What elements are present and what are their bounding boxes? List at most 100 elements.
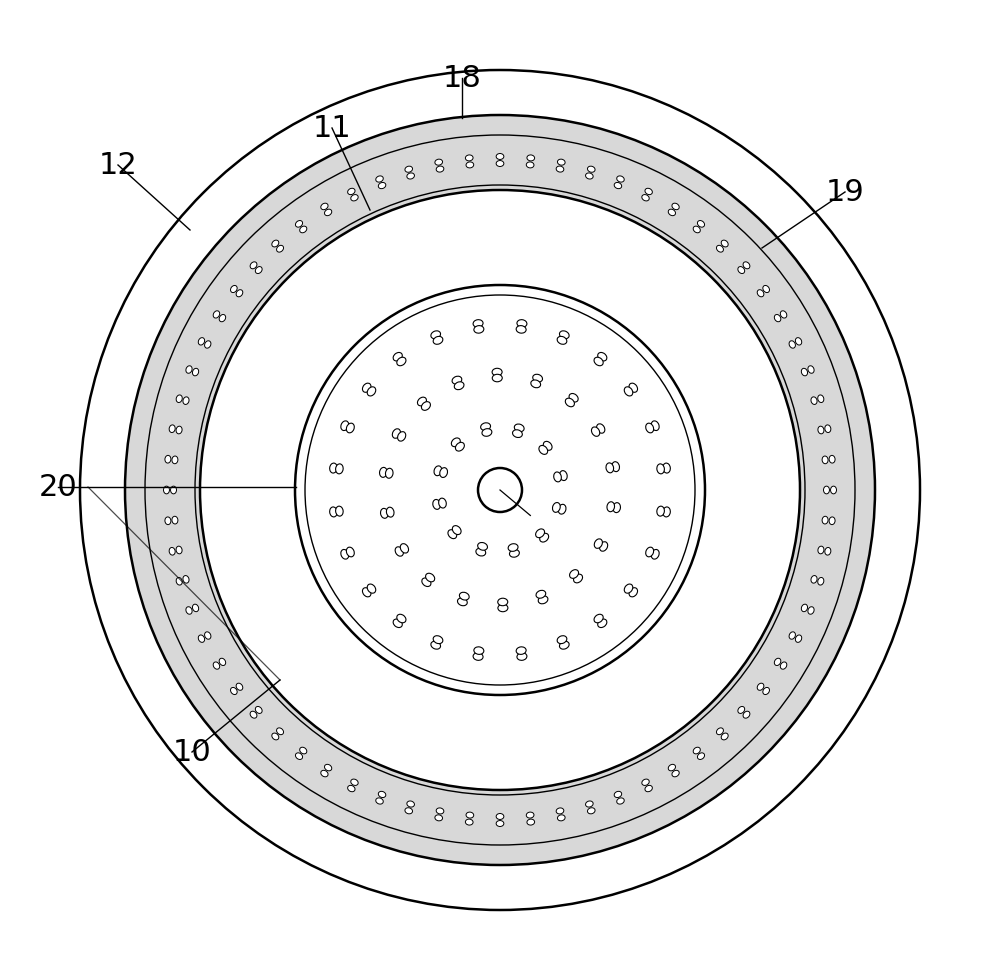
Ellipse shape	[186, 607, 192, 614]
Ellipse shape	[600, 542, 608, 552]
Ellipse shape	[405, 808, 413, 813]
Ellipse shape	[496, 160, 504, 166]
Ellipse shape	[824, 486, 829, 494]
Ellipse shape	[172, 516, 178, 524]
Ellipse shape	[466, 162, 474, 168]
Ellipse shape	[336, 506, 343, 516]
Text: 10: 10	[173, 737, 211, 766]
Ellipse shape	[176, 395, 182, 403]
Ellipse shape	[540, 533, 549, 542]
Ellipse shape	[818, 546, 824, 554]
Ellipse shape	[531, 380, 541, 387]
Ellipse shape	[642, 194, 649, 201]
Ellipse shape	[341, 421, 349, 431]
Ellipse shape	[272, 733, 279, 740]
Text: 20: 20	[39, 472, 77, 501]
Ellipse shape	[336, 464, 343, 474]
Ellipse shape	[554, 472, 561, 482]
Ellipse shape	[557, 815, 565, 821]
Ellipse shape	[321, 770, 328, 777]
Ellipse shape	[236, 683, 243, 691]
Ellipse shape	[198, 338, 205, 345]
Ellipse shape	[346, 423, 354, 433]
Ellipse shape	[186, 366, 192, 373]
Ellipse shape	[757, 290, 764, 297]
Ellipse shape	[526, 812, 534, 818]
Ellipse shape	[597, 424, 605, 433]
Ellipse shape	[757, 683, 764, 691]
Ellipse shape	[492, 374, 502, 382]
Ellipse shape	[586, 801, 593, 807]
Ellipse shape	[436, 166, 444, 172]
Ellipse shape	[321, 203, 328, 210]
Ellipse shape	[459, 592, 469, 600]
Ellipse shape	[400, 544, 409, 554]
Text: 12: 12	[99, 151, 137, 180]
Ellipse shape	[272, 241, 279, 247]
Ellipse shape	[811, 397, 817, 405]
Ellipse shape	[651, 550, 659, 559]
Ellipse shape	[392, 429, 400, 439]
Ellipse shape	[617, 176, 624, 183]
Ellipse shape	[587, 808, 595, 813]
Ellipse shape	[672, 203, 679, 210]
Ellipse shape	[743, 711, 750, 718]
Ellipse shape	[431, 641, 441, 649]
Ellipse shape	[569, 393, 578, 402]
Ellipse shape	[774, 315, 781, 322]
Ellipse shape	[452, 376, 462, 384]
Ellipse shape	[565, 398, 574, 407]
Ellipse shape	[277, 727, 284, 735]
Ellipse shape	[559, 641, 569, 649]
Ellipse shape	[663, 463, 670, 473]
Ellipse shape	[169, 548, 175, 555]
Ellipse shape	[763, 688, 769, 695]
Ellipse shape	[457, 598, 467, 606]
Ellipse shape	[192, 604, 199, 611]
Ellipse shape	[176, 426, 182, 434]
Ellipse shape	[213, 662, 220, 669]
Ellipse shape	[219, 315, 226, 322]
Ellipse shape	[527, 819, 535, 825]
Ellipse shape	[205, 632, 211, 639]
Ellipse shape	[513, 430, 522, 438]
Ellipse shape	[496, 820, 504, 827]
Ellipse shape	[607, 501, 615, 512]
Ellipse shape	[192, 368, 199, 376]
Ellipse shape	[422, 578, 431, 586]
Ellipse shape	[789, 632, 795, 639]
Ellipse shape	[362, 384, 371, 392]
Ellipse shape	[476, 549, 486, 556]
Ellipse shape	[436, 808, 444, 814]
Ellipse shape	[473, 320, 483, 327]
Ellipse shape	[614, 791, 622, 798]
Ellipse shape	[465, 155, 473, 161]
Ellipse shape	[348, 188, 355, 194]
Ellipse shape	[198, 635, 205, 642]
Ellipse shape	[426, 573, 435, 582]
Ellipse shape	[738, 706, 745, 714]
Wedge shape	[125, 115, 875, 865]
Ellipse shape	[543, 441, 552, 450]
Ellipse shape	[516, 647, 526, 654]
Ellipse shape	[533, 374, 543, 383]
Ellipse shape	[557, 336, 567, 344]
Ellipse shape	[536, 529, 545, 538]
Ellipse shape	[789, 341, 795, 348]
Ellipse shape	[376, 798, 383, 804]
Ellipse shape	[341, 550, 349, 559]
Ellipse shape	[454, 382, 464, 389]
Ellipse shape	[606, 463, 614, 472]
Ellipse shape	[825, 548, 831, 555]
Ellipse shape	[325, 764, 332, 771]
Ellipse shape	[693, 226, 700, 233]
Ellipse shape	[385, 469, 393, 478]
Ellipse shape	[172, 456, 178, 464]
Ellipse shape	[348, 785, 355, 792]
Ellipse shape	[663, 507, 670, 517]
Ellipse shape	[795, 635, 802, 642]
Ellipse shape	[594, 614, 603, 623]
Ellipse shape	[556, 166, 564, 172]
Ellipse shape	[697, 753, 705, 759]
Ellipse shape	[780, 311, 787, 318]
